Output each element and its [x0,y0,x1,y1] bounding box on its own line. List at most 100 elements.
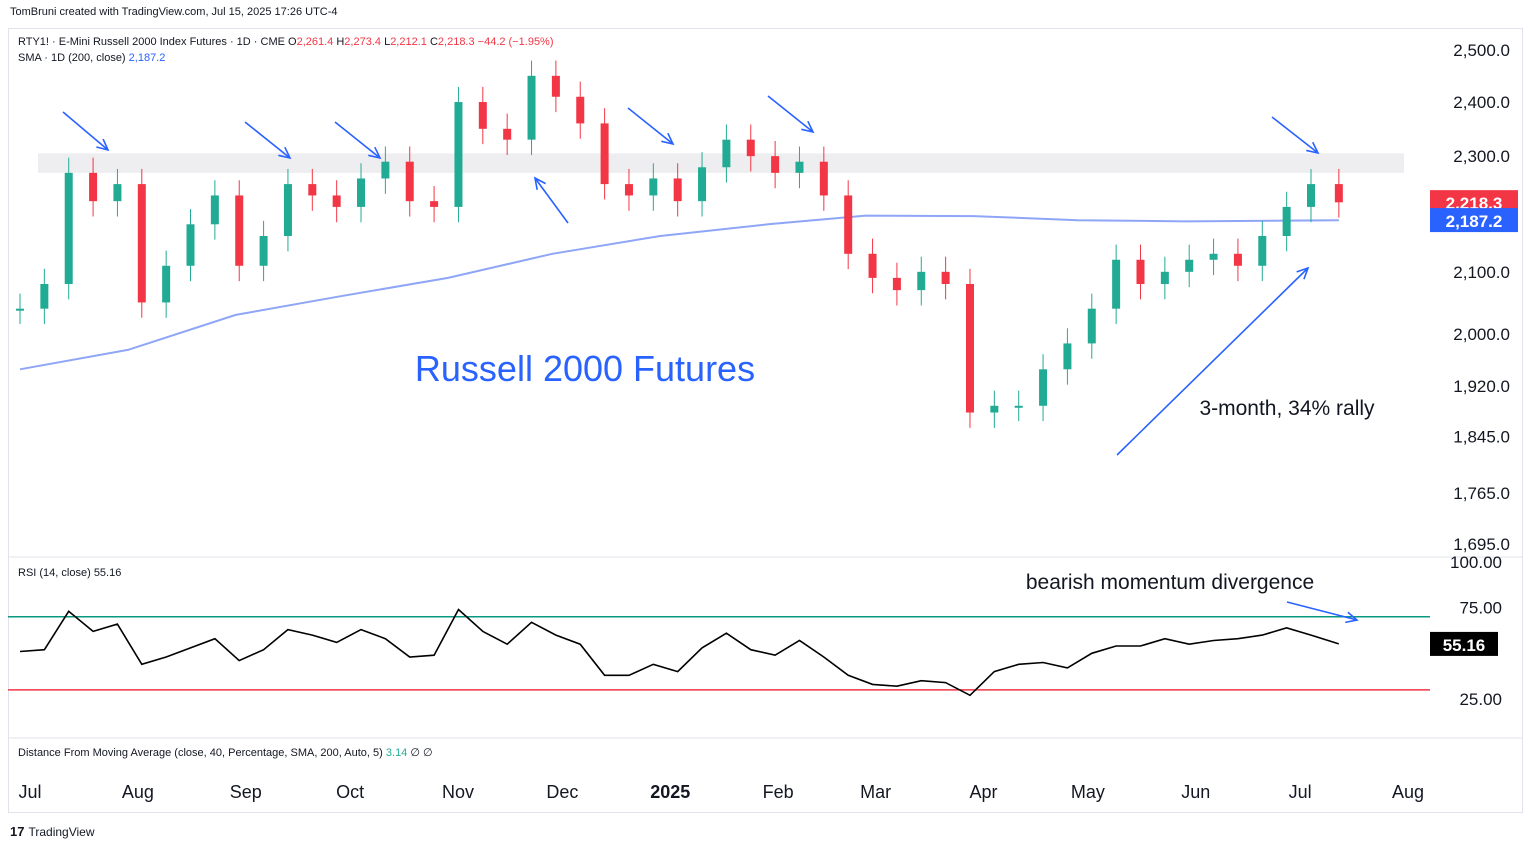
price-candle [1258,236,1267,266]
resistance-arrow-head [368,146,382,160]
price-candle [941,271,950,284]
price-candle [1087,308,1096,344]
time-axis-tick: Aug [1392,782,1424,802]
resistance-arrow-head [661,132,675,146]
price-candle [332,195,341,207]
price-candle [771,156,780,173]
price-candle [186,224,195,266]
dma-extra: ∅ ∅ [410,747,433,759]
price-candle [965,283,974,413]
price-candle [1112,259,1121,309]
price-candle [673,178,682,202]
resistance-arrow [627,107,674,145]
resistance-arrow [767,95,814,133]
price-axis-tick: 1,695.0 [1453,535,1510,554]
rally-arrow-head [1296,266,1310,280]
rsi-axis-tick: 100.00 [1450,553,1502,572]
price-candle [1233,253,1242,266]
price-candle [40,283,49,309]
price-candle [600,123,609,185]
price-candle [990,405,999,413]
support-arrow-head [533,176,546,190]
price-candle [235,195,244,266]
price-candle [210,195,219,225]
time-axis-tick: May [1071,782,1105,802]
time-axis-tick: 2025 [650,782,690,802]
price-candle [454,102,463,207]
rally-annotation: 3-month, 34% rally [1199,397,1375,420]
sma-line [19,214,1339,371]
price-candle [430,201,439,207]
rsi-axis-tick: 75.00 [1459,599,1502,618]
resistance-arrow-head [96,138,110,152]
price-candle [868,253,877,278]
time-axis-tick: Aug [122,782,154,802]
high-label: H [336,36,345,48]
rsi-line [19,608,1340,697]
divergence-annotation: bearish momentum divergence [1026,571,1314,594]
price-candle [1063,343,1072,370]
price-candle [1307,184,1316,207]
price-candle [551,75,560,97]
price-candle [478,102,487,129]
sma-price-label: 2,187.2 [1446,212,1503,231]
time-axis-tick: Nov [442,782,474,802]
price-candle [698,167,707,202]
support-arrow [534,177,569,224]
low-label: L [384,36,391,48]
sma-legend[interactable]: SMA · 1D (200, close) 2,187.2 [18,52,165,64]
rsi-legend[interactable]: RSI (14, close) 55.16 [18,567,121,579]
price-candle [1209,253,1218,260]
time-axis-tick: Sep [230,782,262,802]
dma-label: Distance From Moving Average (close, 40,… [18,747,383,759]
close-label: C [429,36,438,48]
price-candle [917,271,926,291]
price-candle [624,184,633,196]
sma-price-badge [1430,208,1518,233]
footer[interactable]: 17 TradingView [10,824,95,839]
price-axis-tick: 2,100.0 [1453,263,1510,282]
time-axis-tick: Mar [860,782,891,802]
price-candle [1014,405,1023,408]
close-value: 2,218.3 [437,36,475,48]
rally-arrow [1116,267,1309,456]
change-value: −44.2 (−1.95%) [477,36,554,48]
price-candle [162,265,171,303]
price-candle [308,184,317,196]
price-candle [795,161,804,173]
price-candle [1334,184,1343,203]
price-candle [89,172,98,202]
divergence-arrow-head [1345,611,1359,624]
time-axis-tick: Jul [1289,782,1312,802]
resistance-arrow [244,121,291,159]
price-candle [722,139,731,168]
tradingview-logo: 17 [10,824,25,839]
price-candle [746,139,755,157]
price-candle [283,184,292,237]
sma-value: 2,187.2 [128,52,166,64]
open-label: O [288,36,297,48]
main-legend[interactable]: RTY1! · E-Mini Russell 2000 Index Future… [18,36,554,48]
time-axis-tick: Jun [1181,782,1210,802]
rsi-label: RSI (14, close) [18,567,91,579]
price-axis-tick: 1,920.0 [1453,377,1510,396]
price-candle [1136,259,1145,284]
rsi-last-label: 55.16 [1443,636,1486,655]
price-candle [357,178,366,207]
divergence-arrow [1286,601,1358,621]
resistance-arrow-head [1306,141,1320,155]
dma-value: 3.14 [385,747,408,759]
price-candle [649,178,658,196]
price-candle [1039,369,1048,406]
price-candle [819,161,828,196]
chart-credit: TomBruni created with TradingView.com, J… [10,6,338,18]
time-axis-tick: Oct [336,782,364,802]
dma-legend[interactable]: Distance From Moving Average (close, 40,… [18,746,433,759]
tradingview-brand: TradingView [28,824,95,839]
price-axis-tick: 2,300.0 [1453,147,1510,166]
price-candle [259,236,268,266]
high-value: 2,273.4 [344,36,381,48]
time-axis-tick: Jul [18,782,41,802]
sma-label: SMA · 1D (200, close) [18,52,126,64]
